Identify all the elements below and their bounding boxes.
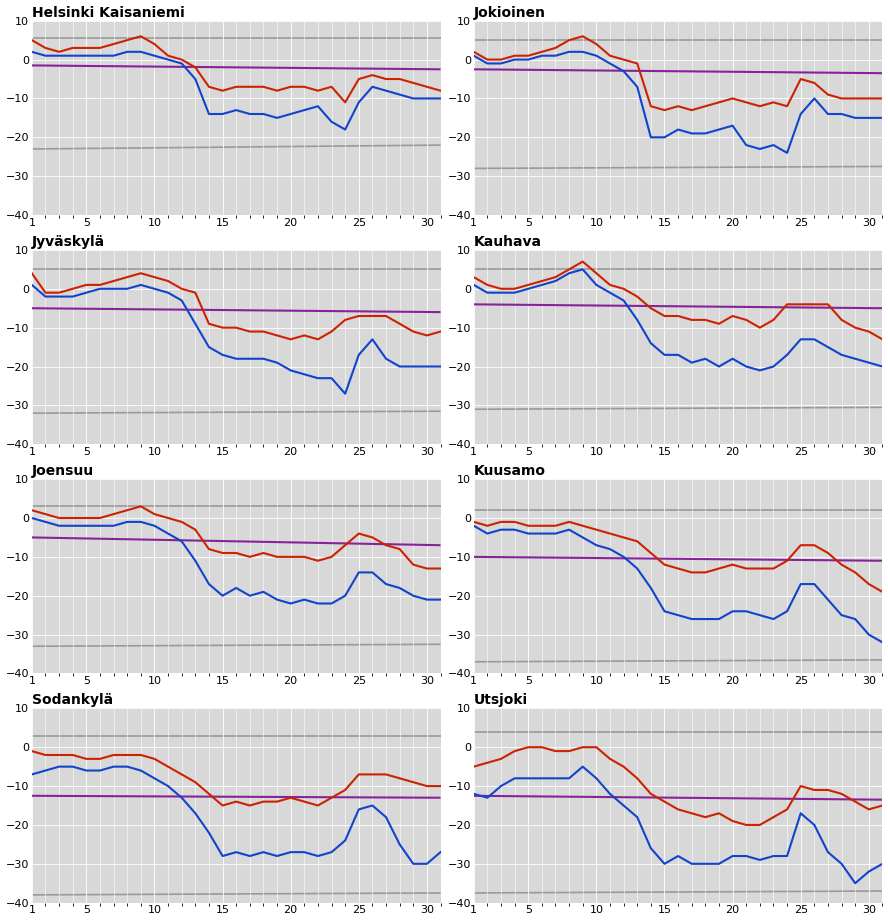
Text: Utsjoki: Utsjoki bbox=[474, 694, 527, 707]
Text: Helsinki Kaisaniemi: Helsinki Kaisaniemi bbox=[32, 6, 185, 19]
Text: Sodankylä: Sodankylä bbox=[32, 694, 113, 707]
Text: Jokioinen: Jokioinen bbox=[474, 6, 546, 19]
Text: Kauhava: Kauhava bbox=[474, 235, 542, 249]
Text: Joensuu: Joensuu bbox=[32, 464, 94, 478]
Text: Jyväskylä: Jyväskylä bbox=[32, 235, 105, 249]
Text: Kuusamo: Kuusamo bbox=[474, 464, 546, 478]
